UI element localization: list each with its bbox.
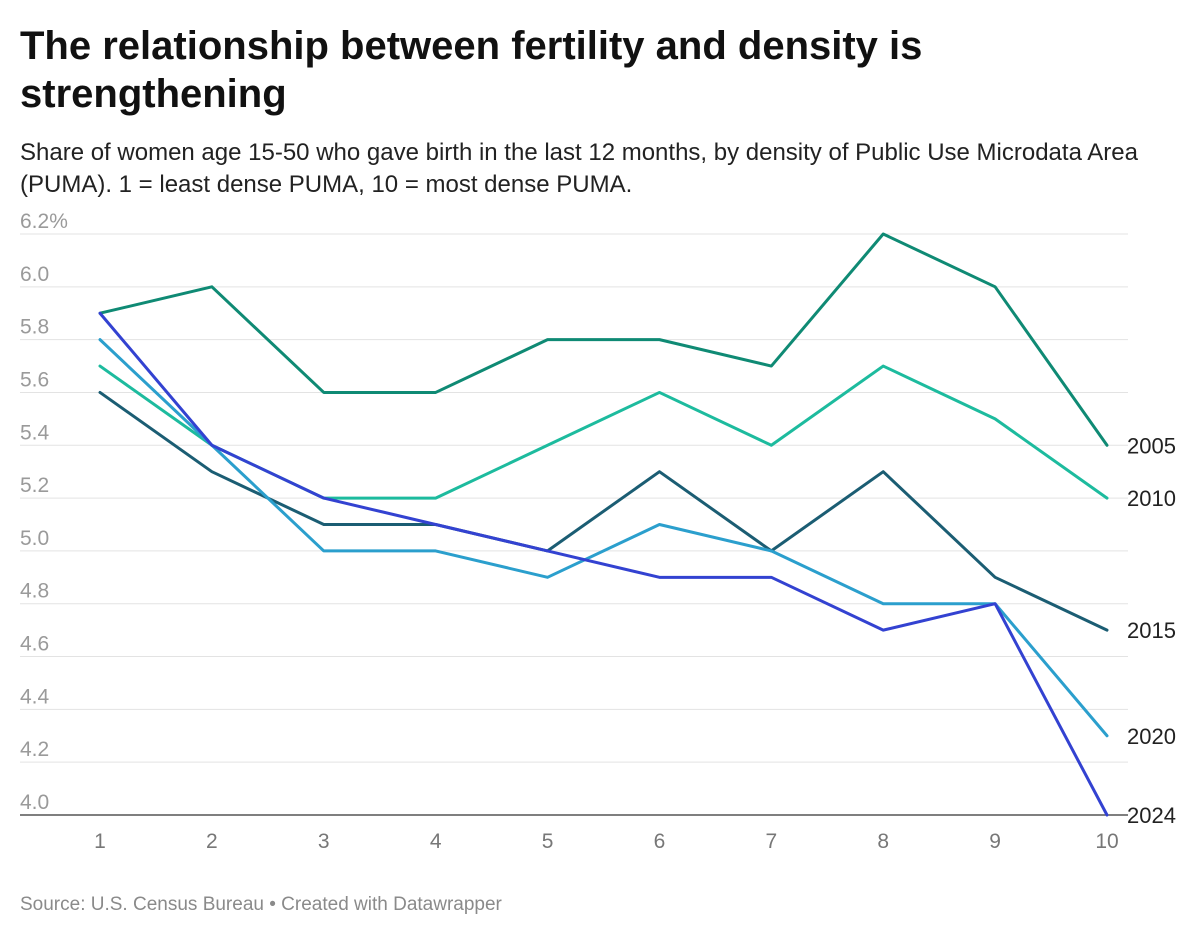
series-label-2015: 2015 [1127,618,1176,643]
y-tick-label: 4.0 [20,791,49,814]
y-tick-label: 5.6 [20,368,49,391]
y-tick-label: 4.6 [20,633,49,656]
series-label-2024: 2024 [1127,803,1176,828]
series-line-2005 [98,232,1109,447]
series-label-2020: 2020 [1127,724,1176,749]
series-label-2010: 2010 [1127,486,1176,511]
chart-subtitle: Share of women age 15-50 who gave birth … [20,139,1138,198]
y-tick-label: 4.2 [20,738,49,761]
series-line-2020 [98,338,1109,738]
x-tick-label: 2 [206,830,218,853]
y-tick-label: 6.2% [20,210,68,233]
series-line-2010 [98,364,1109,500]
line-chart: 4.0 4.2 4.4 4.6 4.8 5.0 5.2 5.4 5.6 5.8 6.0 6.2% 1 2… [20,210,1176,853]
x-tick-label: 6 [654,830,666,853]
x-tick-label: 10 [1095,830,1118,853]
y-tick-label: 4.8 [20,580,49,603]
series-lines [98,232,1109,817]
series-label-2005: 2005 [1127,433,1176,458]
x-tick-label: 7 [765,830,777,853]
y-tick-label: 5.4 [20,421,50,444]
x-tick-label: 5 [542,830,554,853]
y-tick-label: 5.8 [20,316,49,339]
y-axis-ticks: 4.0 4.2 4.4 4.6 4.8 5.0 5.2 5.4 5.6 5.8 6.0 6.2% [20,210,68,814]
x-tick-label: 3 [318,830,330,853]
y-tick-label: 5.2 [20,474,49,497]
y-tick-label: 6.0 [20,263,49,286]
y-tick-label: 5.0 [20,527,49,550]
x-tick-label: 4 [430,830,442,853]
x-tick-label: 1 [94,830,106,853]
series-labels: 2005 2010 2015 2020 2024 [1127,433,1176,828]
x-tick-label: 8 [877,830,889,853]
series-line-2015 [98,390,1109,632]
source-note: Source: U.S. Census Bureau • Created wit… [20,894,502,915]
x-tick-label: 9 [989,830,1001,853]
chart-title: The relationship between fertility and d… [20,24,923,116]
y-tick-label: 4.4 [20,685,50,708]
x-axis-ticks: 1 2 3 4 5 6 7 8 9 10 [94,830,1119,853]
series-line-2024 [98,311,1109,817]
gridlines [20,233,1128,816]
